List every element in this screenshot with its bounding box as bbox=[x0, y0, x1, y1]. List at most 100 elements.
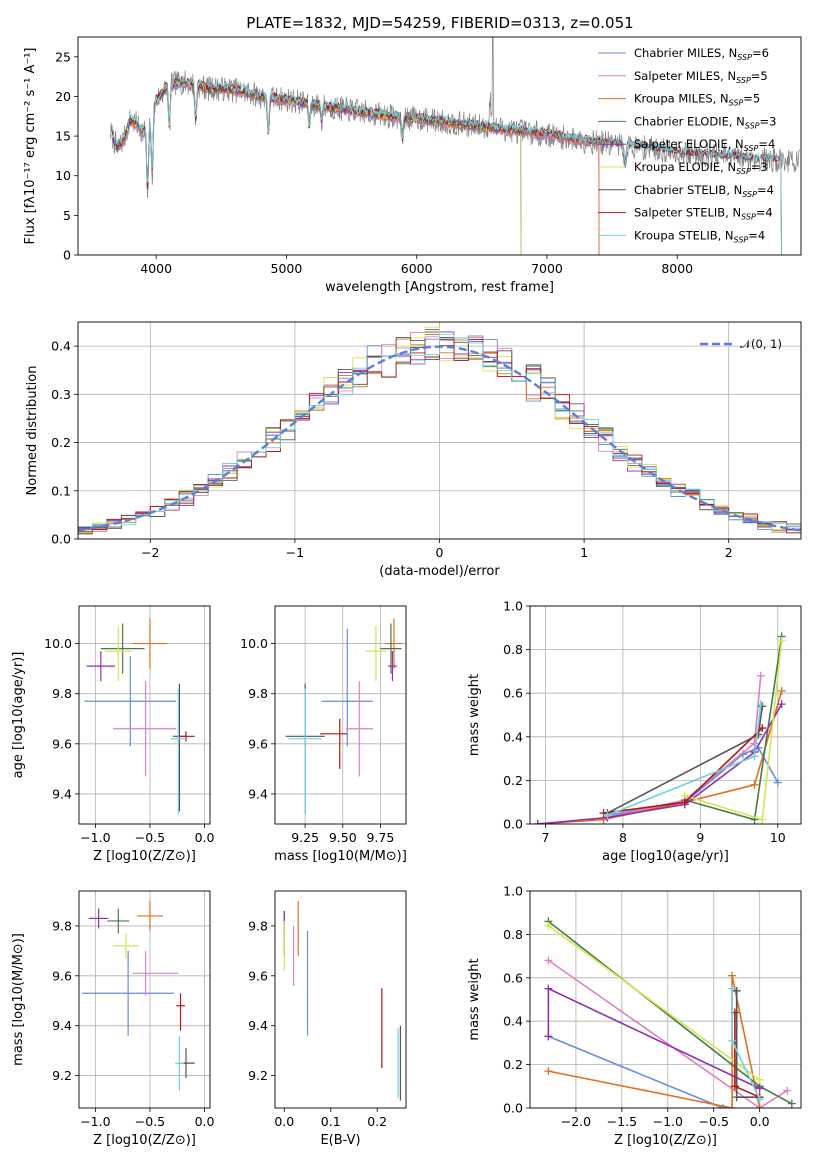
x-axis-label: E(B-V) bbox=[320, 1133, 360, 1148]
errorbar-salpeter-elodie bbox=[86, 651, 116, 682]
x-tick-label: −1.0 bbox=[80, 830, 110, 845]
legend-entry: Chabrier STELIB, NSSP=4 bbox=[634, 183, 774, 199]
legend-entry: Chabrier MILES, NSSP=6 bbox=[634, 46, 769, 62]
figure-title: PLATE=1832, MJD=54259, FIBERID=0313, z=0… bbox=[246, 14, 633, 32]
plus-marker bbox=[730, 1082, 739, 1091]
y-tick-label: 5 bbox=[63, 208, 71, 223]
plot-area bbox=[544, 917, 796, 1108]
legend-entry: 𝒩(0, 1) bbox=[740, 337, 782, 351]
y-tick-label: 0.6 bbox=[503, 970, 523, 985]
errorbar-salpeter-stelib bbox=[177, 731, 195, 742]
series-salpeter-stelib bbox=[599, 724, 767, 818]
series-line bbox=[607, 704, 762, 817]
y-tick-label: 15 bbox=[55, 129, 71, 144]
axes-frame bbox=[77, 321, 802, 540]
y-tick-label: 0.1 bbox=[51, 483, 71, 498]
errorbar-chabrier-miles bbox=[82, 950, 174, 1036]
plus-marker bbox=[544, 1032, 553, 1041]
errorbar-chabrier-elodie bbox=[107, 908, 130, 934]
legend-entry: Kroupa ELODIE, NSSP=3 bbox=[634, 160, 768, 176]
x-axis-label: mass [log10(M/M⊙)] bbox=[274, 849, 407, 864]
x-tick-label: 0.0 bbox=[274, 1114, 294, 1129]
series-kroupa-stelib bbox=[603, 700, 765, 820]
y-tick-label: 0.6 bbox=[503, 686, 523, 701]
plus-marker bbox=[728, 971, 737, 980]
x-tick-label: −1 bbox=[286, 545, 304, 560]
y-tick-label: 10.0 bbox=[240, 636, 268, 651]
y-tick-label: 9.4 bbox=[52, 1018, 72, 1033]
errorbar-kroupa-stelib bbox=[175, 1035, 184, 1091]
mass-vs-metallicity-panel: −1.0 −0.5 0.0 9.2 9.4 9.6 9.8 Z [log10(Z/Z⊙)] ma… bbox=[11, 890, 215, 1148]
x-tick-label: 9.25 bbox=[291, 830, 319, 845]
plus-marker bbox=[732, 1093, 741, 1102]
plus-marker bbox=[750, 752, 759, 761]
y-axis-label: mass weight bbox=[467, 958, 482, 1040]
plus-marker bbox=[544, 921, 553, 930]
y-tick-label: 0.0 bbox=[503, 1101, 523, 1116]
x-tick-label: 8000 bbox=[661, 261, 693, 276]
y-tick-label: 1.0 bbox=[503, 884, 523, 899]
x-tick-label: 9.75 bbox=[366, 830, 394, 845]
legend-entry: Chabrier ELODIE, NSSP=3 bbox=[634, 114, 776, 130]
x-tick-label: 9 bbox=[696, 830, 704, 845]
plus-marker bbox=[680, 798, 689, 807]
age-vs-mass-panel: 9.25 9.50 9.75 9.4 9.6 9.8 10.0 mass [log10(M/M… bbox=[240, 605, 407, 864]
series-line bbox=[735, 990, 760, 1098]
spectrum-panel: 4000 5000 6000 7000 8000 0 5 10 15 20 25 wavelength… bbox=[23, 36, 802, 295]
plus-marker bbox=[777, 700, 786, 709]
errorbar-chabrier-elodie bbox=[380, 623, 402, 674]
plot-area bbox=[82, 900, 195, 1091]
series-salpeter-elodie bbox=[533, 700, 786, 824]
y-tick-label: 20 bbox=[55, 89, 71, 104]
y-tick-label: 0.0 bbox=[503, 817, 523, 832]
plus-marker bbox=[756, 671, 765, 680]
residual-histogram-panel: −2 −1 0 1 2 0.0 0.1 0.2 0.3 0.4 (data-model)/error… bbox=[25, 321, 802, 579]
errorbar-salpeter-stelib bbox=[320, 718, 348, 769]
series-kroupa-miles bbox=[544, 971, 764, 1108]
errorbar-salpeter-miles bbox=[112, 681, 177, 777]
y-tick-label: 0 bbox=[63, 248, 71, 263]
age-vs-metallicity-panel: −1.0 −0.5 0.0 9.4 9.6 9.8 10.0 Z [log10(Z/Z⊙)] a… bbox=[11, 605, 215, 864]
model-spectrum-line-chabrier-elodie bbox=[111, 78, 522, 255]
y-axis-label: mass weight bbox=[467, 674, 482, 756]
plus-marker bbox=[755, 1084, 764, 1093]
y-tick-label: 0.2 bbox=[503, 773, 523, 788]
plus-marker bbox=[758, 815, 767, 824]
legend-entry: Salpeter ELODIE, NSSP=4 bbox=[634, 137, 775, 153]
x-tick-label: 0.0 bbox=[195, 1114, 215, 1129]
y-tick-label: 9.8 bbox=[52, 686, 72, 701]
plus-marker bbox=[750, 780, 759, 789]
x-tick-label: 6000 bbox=[401, 261, 433, 276]
x-axis-label: wavelength [Angstrom, rest frame] bbox=[325, 280, 554, 295]
plus-marker bbox=[773, 778, 782, 787]
y-tick-label: 0.2 bbox=[503, 1057, 523, 1072]
mass-vs-extinction-panel: 0.0 0.1 0.2 9.2 9.4 9.6 9.8 E(B-V) bbox=[248, 890, 407, 1148]
mass-weight-vs-age-panel: 7 8 9 10 0.0 0.2 0.4 0.6 0.8 1.0 age [log10(age/yr… bbox=[467, 599, 802, 864]
x-tick-label: 7 bbox=[542, 830, 550, 845]
y-tick-label: 0.8 bbox=[503, 927, 523, 942]
x-tick-label: 0 bbox=[436, 545, 444, 560]
errorbar-chabrier-elodie bbox=[100, 623, 145, 674]
errorbar-salpeter-stelib bbox=[176, 993, 185, 1031]
plus-marker bbox=[777, 636, 786, 645]
y-tick-label: 9.6 bbox=[52, 968, 72, 983]
y-tick-label: 0.8 bbox=[503, 642, 523, 657]
series-line bbox=[547, 925, 761, 1081]
x-axis-label: Z [log10(Z/Z⊙)] bbox=[93, 849, 196, 864]
plus-marker bbox=[755, 1095, 764, 1104]
plus-marker bbox=[544, 1067, 553, 1076]
plot-area bbox=[78, 326, 801, 535]
plus-marker bbox=[728, 984, 737, 993]
plot-area bbox=[110, 37, 800, 255]
x-axis-label: Z [log10(Z/Z⊙)] bbox=[614, 1133, 717, 1148]
y-tick-label: 10 bbox=[55, 168, 71, 183]
errorbar-kroupa-miles bbox=[132, 618, 168, 669]
plot-area bbox=[285, 618, 403, 814]
x-tick-label: 1 bbox=[580, 545, 588, 560]
y-axis-label: mass [log10(M/M⊙)] bbox=[11, 933, 26, 1066]
errorbar-chabrier-miles bbox=[321, 628, 373, 747]
x-tick-label: 0.0 bbox=[750, 1114, 770, 1129]
legend-entry: Kroupa STELIB, NSSP=4 bbox=[634, 228, 765, 244]
y-tick-label: 9.8 bbox=[248, 918, 268, 933]
